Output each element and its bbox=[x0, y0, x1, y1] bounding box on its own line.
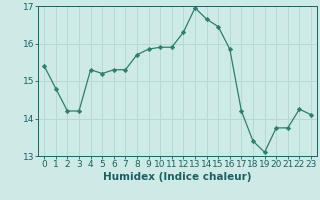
X-axis label: Humidex (Indice chaleur): Humidex (Indice chaleur) bbox=[103, 172, 252, 182]
